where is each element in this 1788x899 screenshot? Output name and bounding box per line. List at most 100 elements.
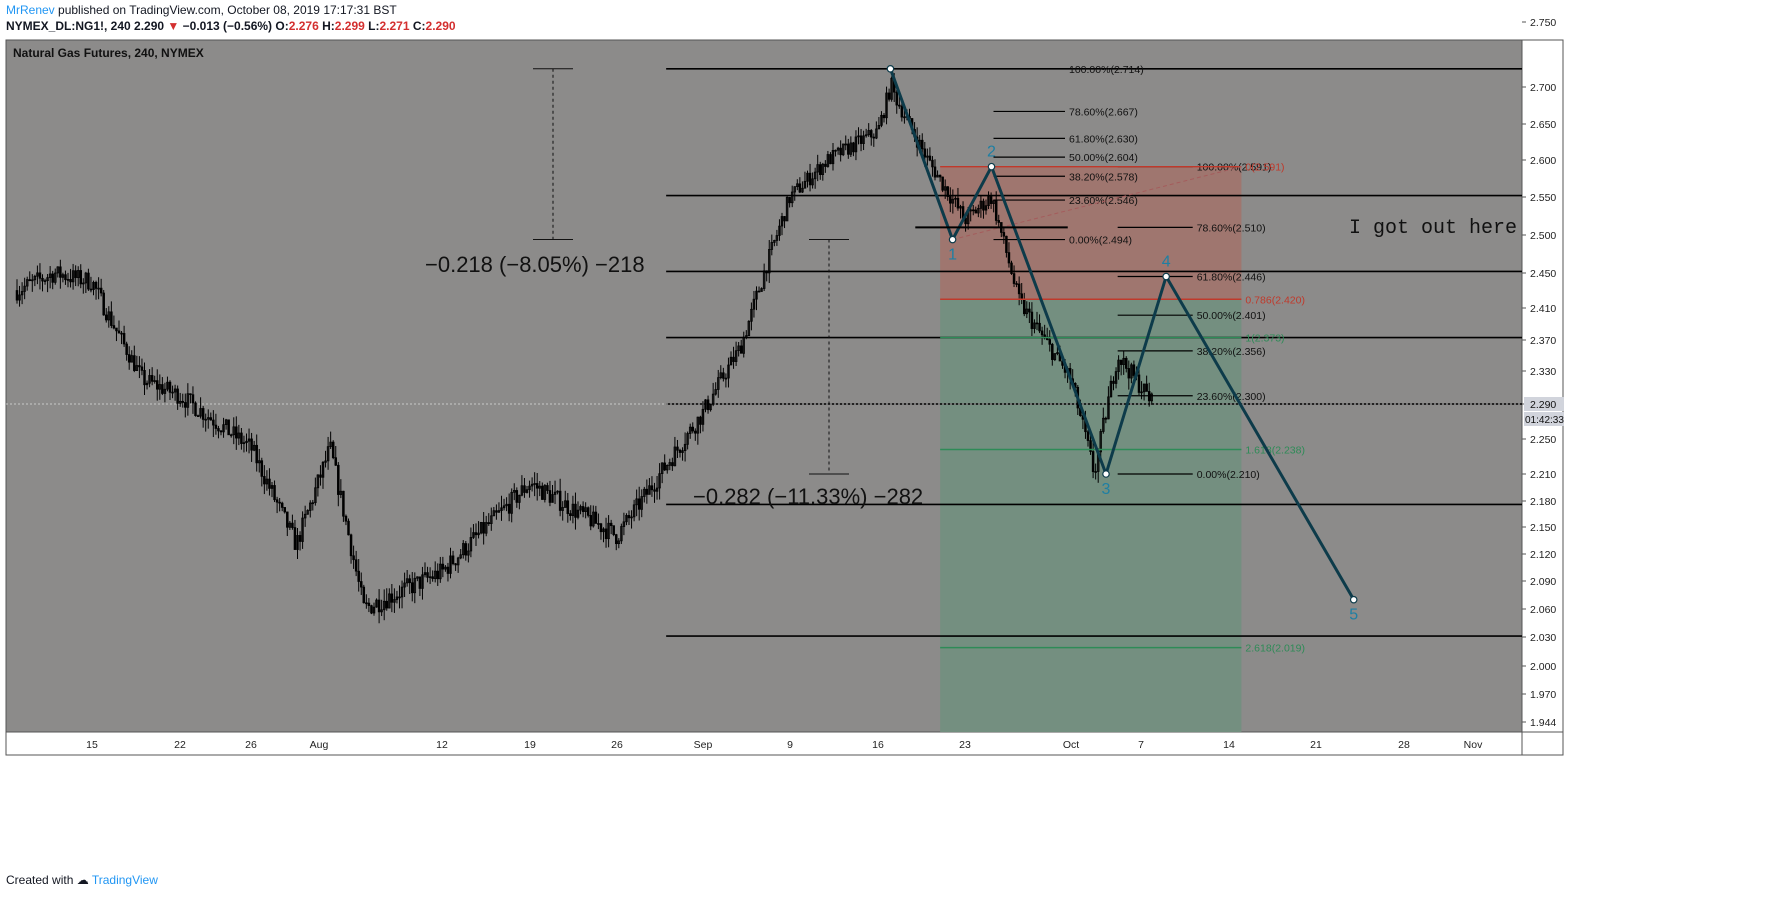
candle-body (408, 578, 411, 584)
candle-body (813, 171, 817, 180)
candle-body (490, 515, 493, 524)
candle-body (694, 430, 697, 434)
candle-body (783, 216, 786, 222)
low-label: L: (368, 19, 380, 33)
y-tick-label: 2.330 (1530, 366, 1556, 378)
candle-body (418, 576, 422, 589)
candle-body (273, 485, 276, 501)
candle-body (84, 272, 88, 284)
candle-body (877, 125, 881, 130)
candle-body (630, 516, 633, 519)
candle-body (255, 444, 258, 464)
candle-body (852, 142, 855, 153)
y-tick-label: 2.090 (1530, 576, 1556, 588)
candle-body (431, 576, 434, 579)
y-tick-label: 2.210 (1530, 469, 1556, 481)
candle-body (920, 139, 924, 150)
candle-body (416, 576, 419, 579)
candle-body (640, 496, 643, 510)
candle-body (882, 114, 886, 119)
y-tick-label: 1.944 (1530, 717, 1556, 729)
candle-body (1040, 330, 1044, 336)
candle-body (1020, 293, 1023, 300)
annotation-text: I got out here (1349, 217, 1517, 240)
candle-body (571, 503, 575, 516)
candle-body (36, 272, 39, 277)
candle-body (941, 176, 944, 191)
candle-body (400, 586, 404, 598)
measure-label: −0.282 (−11.33%) −282 (693, 484, 923, 509)
candle-body (252, 444, 256, 451)
candle-body (900, 105, 904, 118)
fib-level-label: 23.60%(2.300) (1197, 391, 1266, 403)
candle-body (446, 566, 450, 574)
tradingview-brand[interactable]: TradingView (91, 873, 158, 887)
candle-body (1124, 357, 1128, 369)
candle-body (242, 442, 246, 444)
candle-body (974, 209, 978, 214)
candle-body (102, 292, 105, 316)
candle-body (326, 446, 330, 462)
candle-body (543, 485, 547, 500)
candle-body (688, 426, 692, 434)
candle-body (523, 485, 526, 493)
candle-body (138, 365, 141, 368)
candle-body (69, 279, 72, 283)
fib-level-label: 78.60%(2.667) (1069, 106, 1138, 118)
fib-extension-label: 0.786(2.420) (1245, 294, 1305, 306)
candle-body (469, 537, 473, 552)
tradingview-logo-icon[interactable]: ☁ (76, 873, 89, 887)
candle-body (724, 377, 728, 380)
candle-body (1114, 371, 1118, 384)
candle-body (931, 159, 934, 168)
candle-body (1002, 232, 1006, 237)
candle-body (342, 490, 345, 517)
candle-body (245, 440, 248, 443)
candle-body (762, 270, 766, 289)
candle-body (405, 578, 409, 584)
candle-body (28, 279, 32, 281)
candle-body (43, 280, 47, 282)
candle-body (482, 522, 485, 534)
candle-body (566, 500, 570, 514)
candle-body (614, 534, 618, 545)
candle-body (217, 428, 220, 432)
candle-body (56, 266, 60, 274)
candle-body (161, 384, 164, 394)
candle-body (367, 602, 371, 606)
candle-body (954, 197, 957, 200)
candle-body (477, 532, 480, 536)
candle-body (796, 183, 799, 188)
candle-body (701, 408, 705, 425)
candle-body (467, 550, 470, 556)
candle-body (15, 290, 19, 301)
candle-body (500, 507, 503, 511)
candle-body (637, 498, 641, 510)
candle-body (1142, 383, 1146, 393)
candle-body (99, 287, 103, 294)
candle-body (201, 408, 205, 420)
candle-body (903, 116, 906, 119)
candle-body (943, 186, 947, 191)
candle-body (841, 143, 845, 156)
open-value: 2.276 (288, 19, 319, 33)
down-arrow-icon: ▼ (167, 19, 180, 33)
candle-body (826, 154, 830, 167)
candle-body (1091, 451, 1095, 473)
y-tick-label: 2.410 (1530, 303, 1556, 315)
author-link[interactable]: MrRenev (6, 3, 55, 17)
candle-body (82, 282, 85, 285)
candle-body (584, 507, 587, 512)
candle-body (23, 285, 26, 292)
candle-body (1053, 353, 1057, 360)
fib-level-label: 100.00%(2.714) (1069, 64, 1144, 76)
candle-body (74, 270, 77, 278)
candle-body (314, 487, 317, 504)
candle-body (390, 593, 394, 603)
candle-body (612, 525, 615, 535)
wave-label: 1 (948, 247, 957, 264)
candle-body (793, 186, 796, 193)
wave-label: 4 (1162, 254, 1171, 271)
candle-body (926, 155, 929, 158)
